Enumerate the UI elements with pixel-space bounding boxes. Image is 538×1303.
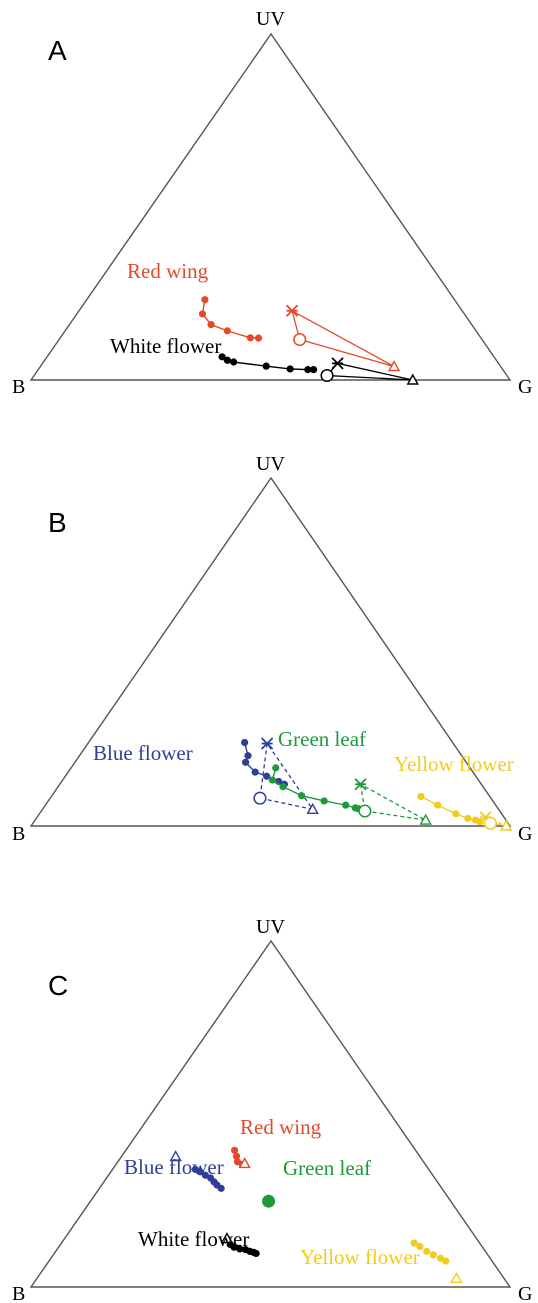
panel-a-white-flower-point-0 bbox=[218, 353, 226, 361]
panel-c-white-flower-point-2 bbox=[236, 1245, 244, 1253]
panel-a-red-wing-point-4 bbox=[246, 334, 254, 342]
panel-c-letter: C bbox=[48, 970, 68, 1001]
panel-a-white-flower-point-1 bbox=[223, 356, 231, 364]
panel-b-green-leaf-point-2 bbox=[279, 783, 287, 791]
panel-b-vertex-g: G bbox=[518, 823, 532, 845]
panel-c-vertex-g: G bbox=[518, 1283, 532, 1303]
panel-a-white-flower-point-4 bbox=[286, 365, 294, 373]
panel-b-green-leaf-point-3 bbox=[298, 792, 306, 800]
panel-a-white-flower-model-loop bbox=[325, 362, 413, 381]
panel-a-red-wing-point-5 bbox=[254, 334, 263, 342]
panel-c-blue-flower-triangle-marker bbox=[169, 1150, 182, 1162]
panel-b-yellow-flower-point-1 bbox=[434, 801, 442, 809]
panel-c-label-yellow-flower: Yellow flower bbox=[300, 1245, 420, 1269]
panel-a-white-flower-circle-marker bbox=[320, 368, 334, 383]
panel-b-triangle bbox=[29, 476, 512, 827]
panel-b-blue-flower-circle-marker bbox=[253, 791, 267, 805]
panel-b-blue-flower-point-3 bbox=[251, 768, 259, 776]
panel-c-blue-flower-point-1 bbox=[196, 1168, 204, 1176]
panel-c-red-wing-triangle-marker bbox=[238, 1157, 251, 1169]
panel-c-white-flower-point-1 bbox=[230, 1243, 238, 1251]
panel-c-label-green-leaf: Green leaf bbox=[283, 1156, 371, 1180]
panel-a-red-wing-point-0 bbox=[201, 296, 209, 304]
panel-b-green-leaf-point-5 bbox=[342, 801, 350, 809]
panel-a-vertex-uv: UV bbox=[256, 8, 285, 30]
panel-b-yellow-flower-point-2 bbox=[452, 810, 460, 818]
panel-c-vertex-b: B bbox=[12, 1283, 25, 1303]
panel-a-vertex-b: B bbox=[12, 376, 25, 398]
panel-b: B UV B G Blue flower Green leaf Yellow f… bbox=[12, 453, 532, 845]
panel-b-green-leaf-star-marker bbox=[354, 778, 367, 791]
panel-b-green-leaf-circle-marker bbox=[358, 804, 372, 818]
panel-c-yellow-flower-triangle-marker bbox=[450, 1271, 463, 1284]
panel-b-label-blue-flower: Blue flower bbox=[93, 741, 193, 765]
panel-b-yellow-flower-point-0 bbox=[417, 792, 425, 801]
panel-b-letter: B bbox=[48, 507, 67, 538]
panel-b-blue-flower-point-0 bbox=[241, 738, 249, 747]
panel-a-red-wing-point-2 bbox=[207, 321, 215, 329]
panel-b-yellow-flower-point-3 bbox=[464, 814, 472, 822]
panel-c-yellow-flower-point-0 bbox=[410, 1239, 418, 1247]
panel-a-red-wing-model-loop bbox=[291, 309, 395, 368]
panel-b-green-leaf-model-loop bbox=[359, 783, 427, 821]
panel-b-blue-flower-point-4 bbox=[263, 772, 271, 780]
panel-b-blue-flower-model-loop bbox=[259, 741, 315, 811]
panel-b-vertex-uv: UV bbox=[256, 453, 285, 475]
panel-a-letter: A bbox=[48, 35, 67, 66]
panel-a-series bbox=[198, 296, 419, 385]
panel-a-red-wing-circle-marker bbox=[293, 332, 307, 347]
panel-c-green-leaf-point-0 bbox=[262, 1194, 276, 1208]
panel-c-red-wing-point-0 bbox=[230, 1146, 239, 1154]
panel-a-red-wing-point-3 bbox=[223, 327, 231, 335]
panel-a-white-flower-point-6 bbox=[310, 366, 318, 374]
panel-a-label-red-wing: Red wing bbox=[127, 259, 209, 283]
panel-c-white-flower-point-6 bbox=[252, 1249, 260, 1258]
panel-a-white-flower-star-marker bbox=[331, 357, 344, 370]
panel-a-red-wing-star-marker bbox=[285, 304, 299, 317]
panel-a-triangle bbox=[29, 32, 512, 381]
panel-b-label-green-leaf: Green leaf bbox=[278, 727, 366, 751]
panel-c-blue-flower-point-6 bbox=[217, 1184, 225, 1192]
panel-a-white-flower-point-3 bbox=[262, 362, 270, 370]
panel-c-yellow-flower-point-3 bbox=[429, 1251, 437, 1259]
panel-c: C UV B G Red wing Blue flower Green leaf… bbox=[12, 916, 532, 1303]
panel-c-yellow-flower-point-4 bbox=[436, 1254, 445, 1262]
panel-b-blue-flower-star-marker bbox=[261, 737, 274, 750]
panel-b-yellow-flower-circle-marker bbox=[483, 816, 497, 830]
panel-c-label-red-wing: Red wing bbox=[240, 1115, 322, 1139]
panel-a-label-white-flower: White flower bbox=[110, 334, 221, 358]
panel-c-yellow-flower-point-5 bbox=[442, 1257, 450, 1265]
panel-c-blue-flower-point-2 bbox=[201, 1171, 209, 1179]
panel-b-green-leaf-triangle-marker bbox=[419, 813, 432, 825]
panel-b-vertex-b: B bbox=[12, 823, 25, 845]
panel-c-series bbox=[169, 1146, 463, 1284]
panel-b-green-leaf-point-4 bbox=[320, 797, 328, 805]
panel-a-vertex-g: G bbox=[518, 376, 532, 398]
panel-a-white-flower-point-2 bbox=[230, 358, 238, 366]
panel-b-yellow-flower-triangle-marker bbox=[499, 819, 513, 831]
panel-c-label-blue-flower: Blue flower bbox=[124, 1155, 224, 1179]
panel-b-blue-flower-triangle-marker bbox=[306, 802, 319, 814]
panel-c-white-flower-triangle-marker bbox=[220, 1232, 234, 1244]
panel-c-label-white-flower: White flower bbox=[138, 1227, 249, 1251]
panel-b-blue-flower-point-1 bbox=[244, 752, 252, 760]
panel-c-red-wing-point-1 bbox=[232, 1152, 241, 1160]
panel-a-red-wing-point-1 bbox=[198, 310, 207, 318]
panel-c-triangle bbox=[29, 939, 512, 1288]
panel-a-white-flower-triangle-marker bbox=[406, 373, 419, 385]
panel-b-series bbox=[241, 737, 513, 831]
panel-c-vertex-uv: UV bbox=[256, 916, 285, 938]
panel-b-label-yellow-flower: Yellow flower bbox=[394, 752, 514, 776]
panel-b-blue-flower-point-2 bbox=[241, 758, 250, 766]
panel-b-green-leaf-point-1 bbox=[268, 776, 277, 784]
panel-b-green-leaf-point-0 bbox=[272, 764, 280, 772]
panel-c-yellow-flower-point-1 bbox=[416, 1242, 424, 1251]
panel-c-yellow-flower-point-2 bbox=[423, 1247, 431, 1255]
panel-a: A UV B G Red wing White flower bbox=[12, 8, 532, 398]
panel-a-white-flower-point-5 bbox=[304, 366, 312, 374]
panel-a-red-wing-triangle-marker bbox=[387, 360, 401, 372]
